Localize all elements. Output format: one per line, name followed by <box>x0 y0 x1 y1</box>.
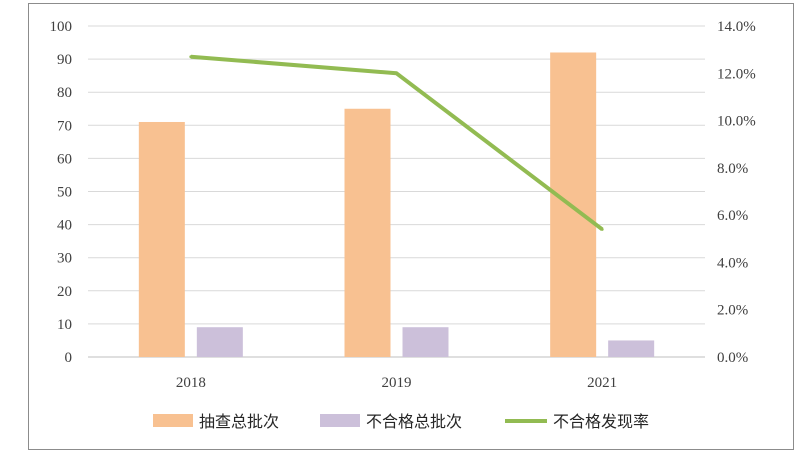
bar-unqualified <box>402 327 449 357</box>
y2-tick-label: 0.0% <box>717 350 748 366</box>
y-tick-label: 90 <box>57 52 72 68</box>
y-tick-label: 50 <box>57 185 72 201</box>
y-tick-label: 30 <box>57 251 72 267</box>
y2-tick-label: 10.0% <box>717 114 756 130</box>
legend-label: 不合格发现率 <box>553 412 649 431</box>
bar-unqualified <box>196 327 243 357</box>
y-tick-label: 60 <box>57 151 72 167</box>
y-tick-label: 20 <box>57 284 72 300</box>
x-tick-label: 2018 <box>176 375 206 391</box>
y-tick-label: 100 <box>50 19 73 35</box>
y-axis-right-ticks: 0.0% 2.0% 4.0% 6.0% 8.0% 10.0% 12.0% 14.0% <box>717 19 756 366</box>
bars <box>138 52 655 358</box>
y2-tick-label: 8.0% <box>717 161 748 177</box>
x-axis-ticks: 2018 2019 2021 <box>176 375 617 391</box>
legend-swatch <box>153 414 193 427</box>
x-tick-label: 2021 <box>587 375 617 391</box>
bar-unqualified <box>608 340 655 357</box>
bar-inspected <box>550 52 597 357</box>
line-point <box>395 71 398 75</box>
gridlines <box>88 25 705 358</box>
y2-tick-label: 6.0% <box>717 208 748 224</box>
y-tick-label: 40 <box>57 218 72 234</box>
line-series <box>189 54 604 231</box>
legend-swatch <box>320 414 360 427</box>
y2-tick-label: 2.0% <box>717 303 748 319</box>
series-line <box>190 54 604 231</box>
y2-tick-label: 4.0% <box>717 255 748 271</box>
y-tick-label: 0 <box>65 350 73 366</box>
x-tick-label: 2019 <box>382 375 412 391</box>
y2-tick-label: 12.0% <box>717 66 756 82</box>
y2-tick-label: 14.0% <box>717 19 756 35</box>
y-axis-left-ticks: 0 10 20 30 40 50 60 70 80 90 100 <box>50 19 73 366</box>
legend-label: 抽查总批次 <box>199 412 279 431</box>
legend: 抽查总批次 不合格总批次 不合格发现率 <box>153 412 649 431</box>
y-tick-label: 80 <box>57 85 72 101</box>
bar-inspected <box>138 121 185 358</box>
line-point <box>600 227 604 231</box>
y-tick-label: 70 <box>57 118 72 134</box>
line-point <box>189 55 193 59</box>
legend-label: 不合格总批次 <box>366 412 462 431</box>
bar-inspected <box>344 108 391 357</box>
y-tick-label: 10 <box>57 317 72 333</box>
